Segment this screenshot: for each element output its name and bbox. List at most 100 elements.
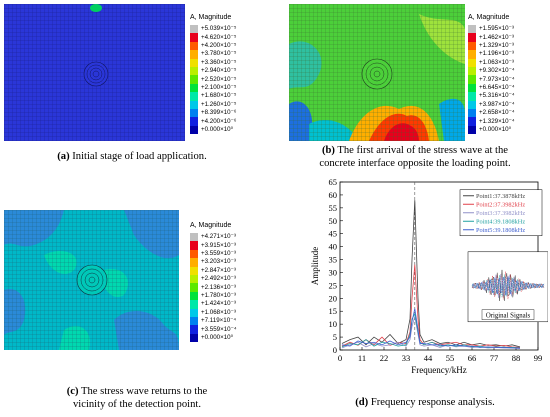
series-line-1 — [341, 200, 521, 348]
legend-swatch — [190, 241, 198, 250]
inset-signal-line — [471, 271, 545, 300]
legend-swatch — [468, 58, 476, 67]
inset-label: Original Signals — [486, 312, 531, 319]
legend-value: +3.987×10⁻⁴ — [479, 100, 515, 108]
x-tick-label: 33 — [402, 353, 411, 363]
inset-label-box — [481, 309, 535, 320]
legend-value: +4.620×10⁻⁵ — [201, 33, 237, 41]
legend-swatch — [190, 125, 198, 135]
legend-swatch — [190, 117, 198, 126]
y-tick-label: 10 — [329, 319, 338, 329]
y-tick-label: 30 — [329, 267, 338, 277]
legend-value: +0.000×10⁰ — [479, 126, 512, 133]
caption-a: (a) Initial stage of load application. — [4, 150, 260, 163]
y-tick-label: 25 — [329, 280, 338, 290]
legend-value: +2.847×10⁻³ — [201, 266, 236, 274]
legend-swatch — [468, 75, 476, 84]
y-tick-label: 40 — [329, 242, 338, 252]
legend-swatch — [190, 308, 198, 317]
y-tick-label: 45 — [329, 229, 338, 239]
contour-plot-c — [4, 210, 179, 350]
legend-swatch — [468, 33, 476, 42]
legend-value: +4.271×10⁻³ — [201, 233, 236, 241]
legend-value: +1.424×10⁻³ — [201, 300, 236, 308]
x-tick-label: 22 — [380, 353, 389, 363]
legend-swatch — [190, 66, 198, 76]
legend-swatch — [190, 300, 198, 309]
legend-value: +1.680×10⁻⁵ — [201, 92, 237, 100]
y-tick-label: 0 — [333, 345, 337, 355]
x-tick-label: 77 — [490, 353, 499, 363]
contour-plot-a — [4, 4, 185, 141]
caption-b: (b) The first arrival of the stress wave… — [280, 144, 550, 170]
legend-value: +8.399×10⁻⁶ — [201, 109, 237, 117]
frequency-chart: 0 5 10 15 20 25 30 35 40 45 50 55 60 65 0 11 22 33 44 55 66 7… — [310, 177, 548, 375]
x-tick-label: 55 — [446, 353, 455, 363]
legend-entry: Point4:39.1808kHz — [476, 218, 525, 225]
panel-a: A, Magnitude +5.039×10⁻⁵ +4.620×10⁻⁵ +4.20… — [4, 4, 260, 174]
legend-value: +2.940×10⁻⁵ — [201, 67, 237, 75]
legend-value: +7.973×10⁻⁴ — [479, 75, 515, 83]
inset-signal-line — [471, 273, 545, 298]
legend-swatch — [468, 41, 476, 51]
legend-color-bar — [190, 233, 198, 343]
y-tick-label: 15 — [329, 306, 338, 316]
y-tick-label: 60 — [329, 190, 338, 200]
y-tick-label: 5 — [333, 332, 337, 342]
legend-value: +1.595×10⁻³ — [479, 25, 514, 33]
caption-c: (c) The stress wave returns to the vicin… — [2, 385, 272, 411]
legend-swatch — [190, 92, 198, 101]
legend-swatch — [190, 333, 198, 343]
legend-value: +2.492×10⁻³ — [201, 275, 236, 283]
x-tick-label: 11 — [358, 353, 366, 363]
legend-value: +2.136×10⁻³ — [201, 283, 236, 291]
caption-text-line-2: vicinity of the detection point. — [73, 399, 201, 410]
legend-value: +2.100×10⁻⁵ — [201, 84, 237, 91]
y-tick-label: 20 — [329, 293, 338, 303]
caption-label: (b) — [321, 145, 335, 156]
legend-value: +1.068×10⁻³ — [201, 308, 236, 316]
legend-title: A, Magnitude — [468, 14, 510, 21]
x-axis-label: Frequency/kHz — [411, 365, 466, 375]
legend-swatch — [468, 83, 476, 93]
legend-value: +1.780×10⁻³ — [201, 292, 236, 299]
legend-value: +4.200×10⁻⁵ — [201, 42, 237, 49]
caption-label: (d) — [355, 397, 369, 408]
legend-entry: Point3:37.3982kHz — [476, 210, 525, 217]
legend-value: +0.000×10⁰ — [201, 334, 234, 341]
legend-swatch — [190, 100, 198, 109]
legend-swatch — [468, 125, 476, 135]
caption-text-line-1: The stress wave returns to the — [81, 386, 208, 397]
legend-value: +0.000×10⁰ — [201, 126, 234, 133]
legend-value: +1.329×10⁻³ — [479, 42, 514, 49]
legend-color-bar — [190, 25, 198, 135]
legend-value: +4.200×10⁻⁶ — [201, 117, 237, 125]
legend-swatch — [190, 291, 198, 301]
legend-swatch — [190, 75, 198, 84]
legend-swatch — [190, 274, 198, 284]
legend-swatch — [190, 58, 198, 67]
legend-swatch — [190, 83, 198, 93]
legend-swatch — [190, 233, 198, 242]
legend-swatch — [190, 283, 198, 292]
caption-text: Frequency response analysis. — [370, 397, 495, 408]
legend-value: +1.063×10⁻³ — [479, 58, 514, 66]
y-tick-label: 55 — [329, 203, 338, 213]
legend-swatch — [190, 249, 198, 259]
legend-swatch — [468, 117, 476, 126]
panel-c: A, Magnitude +4.271×10⁻³ +3.915×10⁻³ +3.55… — [4, 210, 270, 370]
legend-title: A, Magnitude — [190, 14, 232, 21]
caption-label: (c) — [66, 386, 79, 397]
legend-value: +5.316×10⁻⁴ — [479, 92, 515, 100]
chart-inset: Original Signals — [467, 251, 548, 323]
caption-d: (d) Frequency response analysis. — [300, 396, 550, 409]
legend-swatch — [468, 108, 476, 118]
panel-b: A, Magnitude +1.595×10⁻³ +1.462×10⁻³ +1.32… — [289, 4, 550, 174]
inset-signal-line — [471, 276, 545, 296]
x-tick-label: 99 — [534, 353, 543, 363]
legend-swatch — [468, 66, 476, 76]
x-tick-label: 44 — [424, 353, 433, 363]
legend-value: +1.260×10⁻⁵ — [201, 100, 237, 108]
x-tick-label: 88 — [512, 353, 521, 363]
